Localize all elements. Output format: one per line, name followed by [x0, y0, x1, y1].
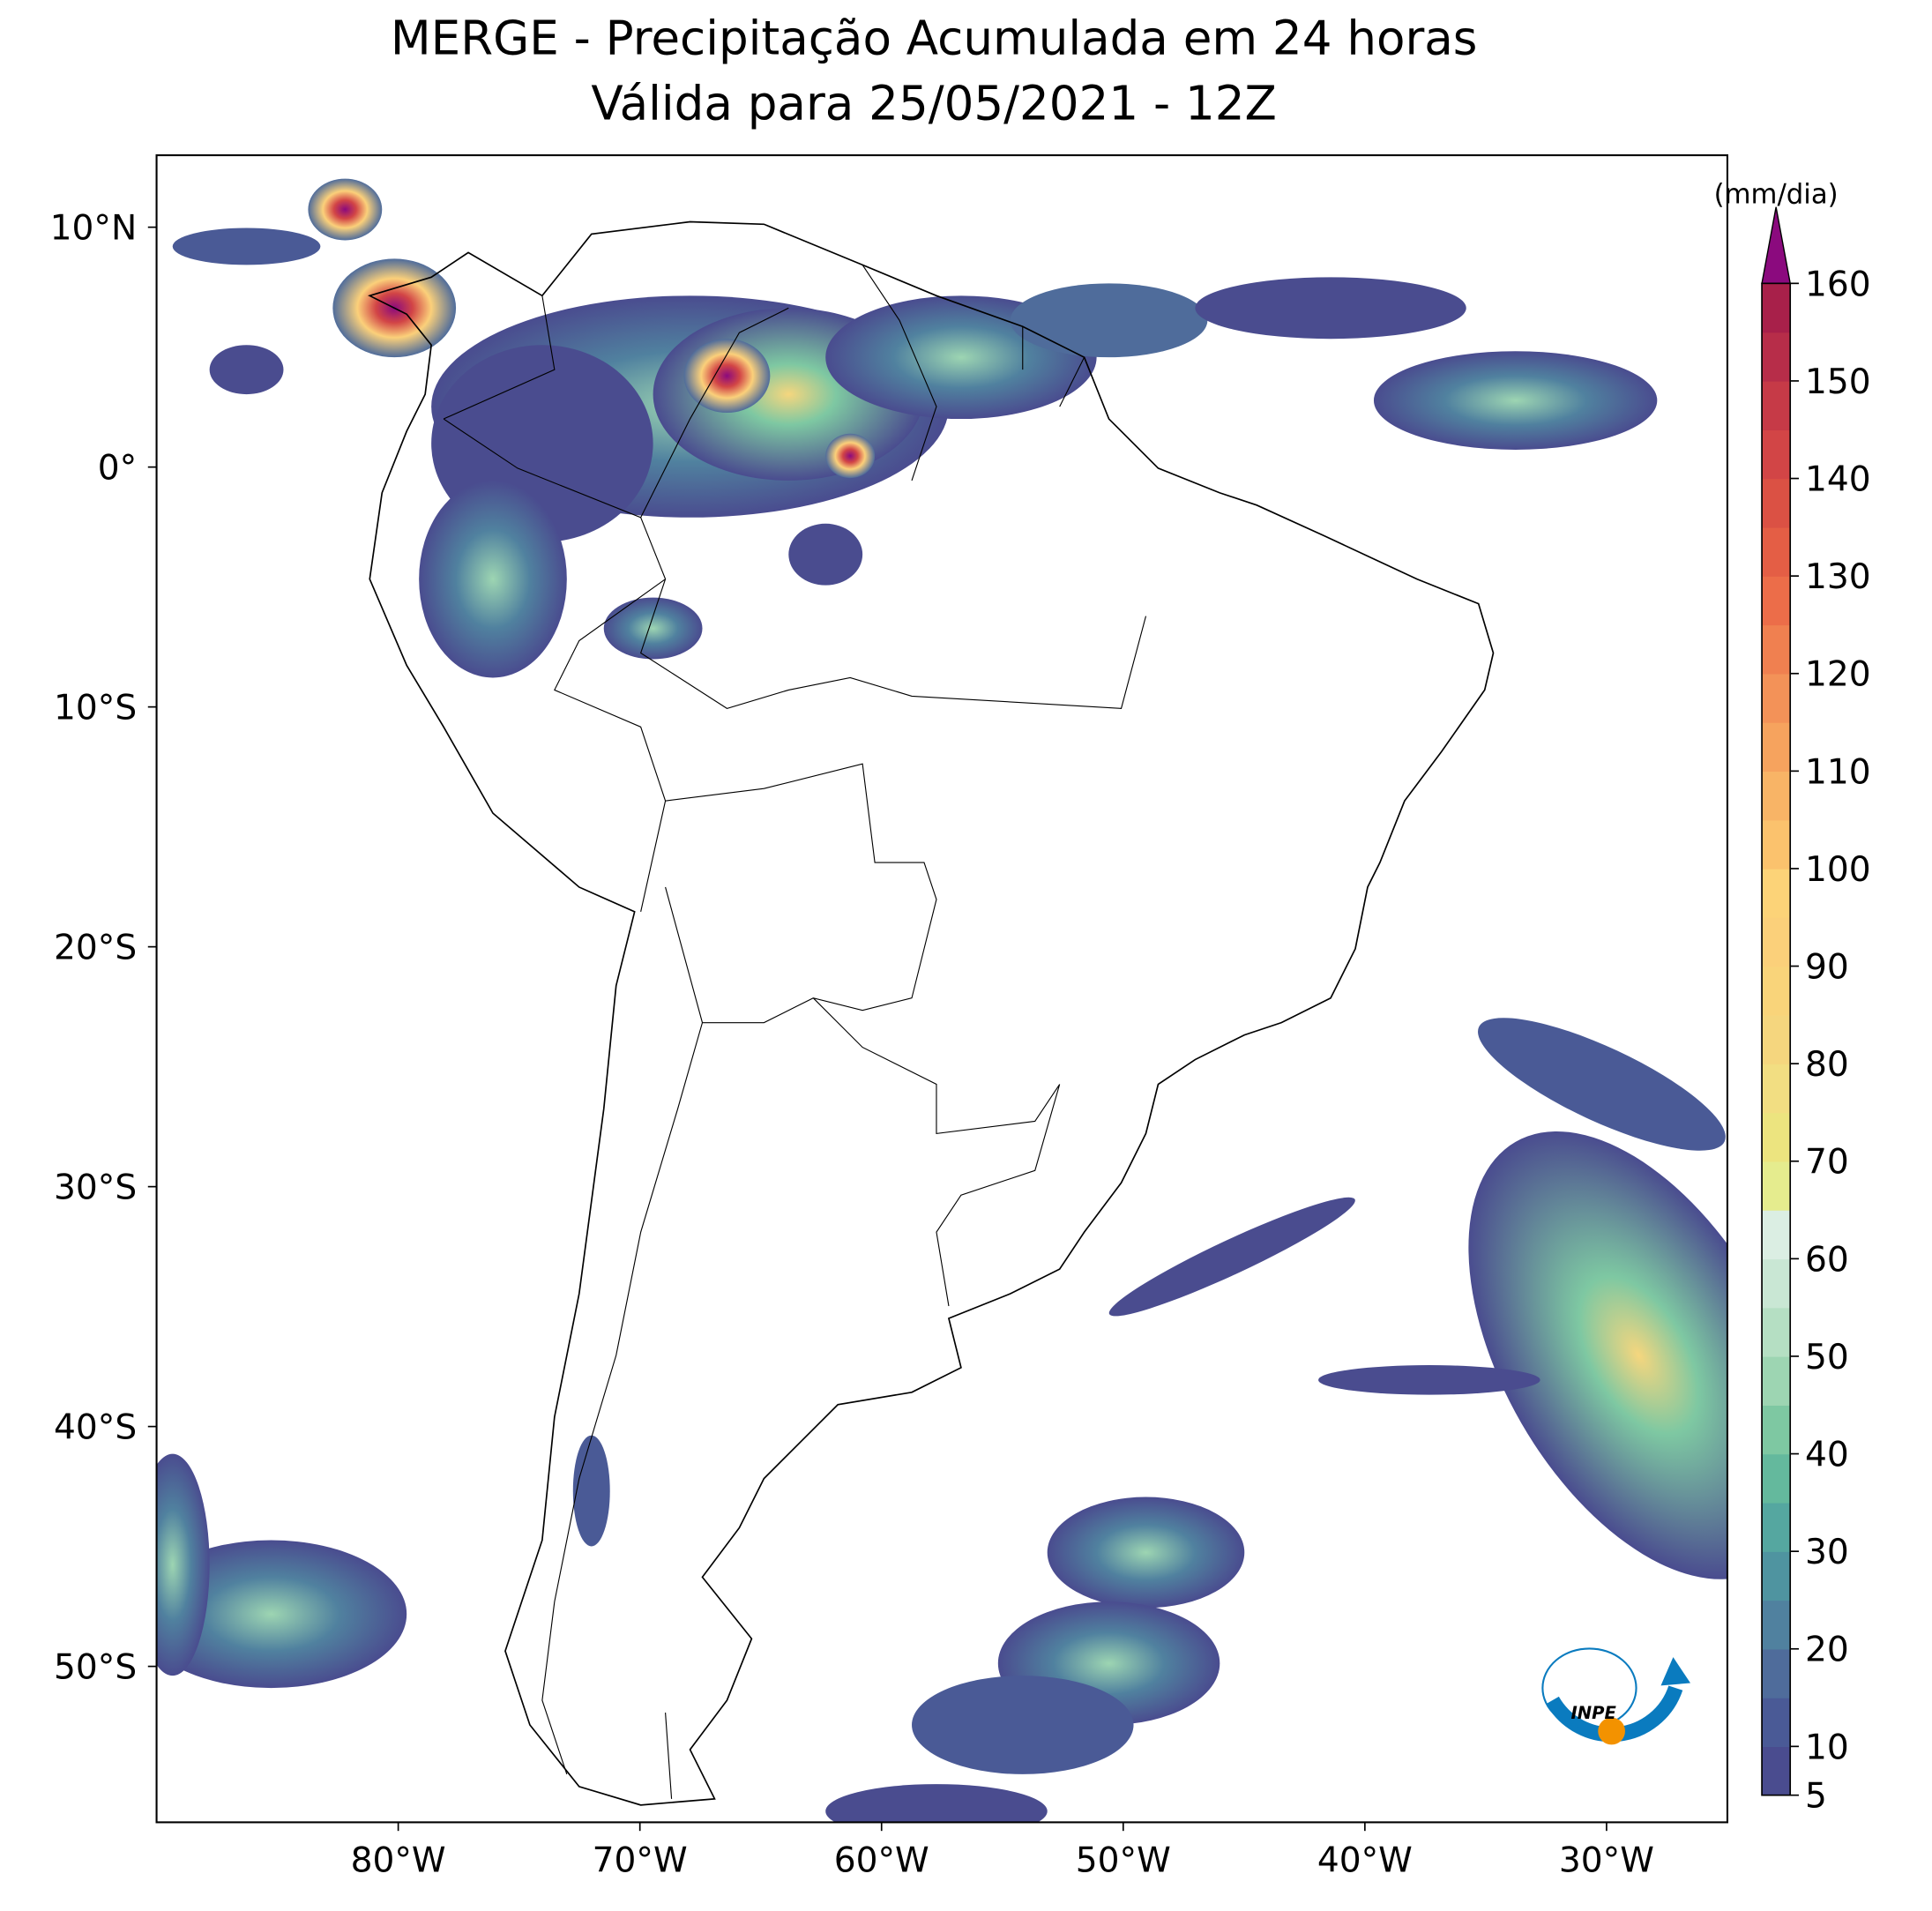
colorbar-band	[1762, 819, 1791, 870]
colorbar-band	[1762, 624, 1791, 675]
rain-area	[308, 178, 383, 241]
colorbar-band	[1762, 283, 1791, 333]
rain-area	[1108, 1197, 1355, 1317]
rain-area	[1047, 1497, 1245, 1609]
colorbar-band	[1762, 1258, 1791, 1309]
y-tick-label: 30°S	[54, 1168, 137, 1208]
rain-area	[209, 345, 284, 395]
colorbar-band	[1762, 966, 1791, 1016]
x-tick-label: 70°W	[593, 1840, 688, 1880]
colorbar-extend	[1761, 206, 1792, 285]
colorbar-band	[1762, 868, 1791, 918]
logo: INPE	[1541, 1647, 1691, 1745]
chart-title: MERGE - Precipitação Acumulada em 24 hor…	[391, 11, 1478, 65]
colorbar-tick-label: 150	[1805, 362, 1871, 402]
colorbar-band	[1762, 1405, 1791, 1455]
colorbar-tick-label: 80	[1805, 1045, 1849, 1085]
colorbar-frame	[1761, 282, 1792, 1796]
colorbar-tick-label: 130	[1805, 557, 1871, 597]
rain-area	[172, 228, 321, 265]
colorbar-tick-label: 60	[1805, 1240, 1849, 1280]
y-tick-label: 0°	[98, 449, 137, 489]
colorbar-band	[1762, 576, 1791, 626]
rain-area	[1318, 1365, 1540, 1395]
colorbar-band	[1762, 673, 1791, 723]
rain-area	[825, 1784, 1048, 1823]
x-tick-label: 40°W	[1317, 1840, 1413, 1880]
logo-text: INPE	[1571, 1703, 1617, 1723]
rain-area	[603, 597, 703, 660]
colorbar-band	[1762, 1112, 1791, 1162]
y-tick-label: 20°S	[54, 929, 137, 968]
chart-subtitle: Válida para 25/05/2021 - 12Z	[591, 77, 1276, 131]
coastline	[368, 220, 1495, 1806]
colorbar-band	[1762, 380, 1791, 430]
colorbar-tick-label: 5	[1805, 1777, 1827, 1817]
colorbar-band	[1762, 1210, 1791, 1260]
logo-arrow	[1660, 1657, 1691, 1686]
y-tick-label: 10°N	[50, 209, 138, 249]
colorbar-tick-label: 70	[1805, 1143, 1849, 1183]
rain-area	[683, 339, 771, 414]
logo-orbit	[1541, 1647, 1637, 1728]
colorbar-tick-label: 160	[1805, 265, 1871, 304]
colorbar-tick-label: 90	[1805, 948, 1849, 988]
colorbar-tick-label: 50	[1805, 1338, 1849, 1377]
rain-area	[825, 433, 876, 479]
colorbar-band	[1762, 1746, 1791, 1796]
colorbar-band	[1762, 722, 1791, 773]
y-tick-label: 40°S	[54, 1408, 137, 1448]
colorbar-band	[1762, 1551, 1791, 1601]
colorbar-band	[1762, 1648, 1791, 1698]
rain-area	[788, 523, 863, 586]
logo-sun	[1598, 1717, 1625, 1745]
colorbar-band	[1762, 1453, 1791, 1504]
map-frame	[155, 153, 1728, 1824]
colorbar-band	[1762, 429, 1791, 480]
x-tick-label: 60°W	[834, 1840, 929, 1880]
rain-area	[1373, 351, 1658, 450]
precipitation-field	[156, 178, 1727, 1823]
colorbar-band	[1762, 1161, 1791, 1211]
colorbar-band	[1762, 1014, 1791, 1064]
colorbar-tick-label: 140	[1805, 460, 1871, 500]
y-tick-label: 10°S	[54, 689, 137, 728]
colorbar-tick-label: 110	[1805, 752, 1871, 792]
rain-area	[1468, 1131, 1727, 1579]
colorbar-band	[1762, 771, 1791, 821]
colorbar-band	[1762, 1502, 1791, 1552]
rain-area	[572, 1435, 610, 1547]
colorbar-tick-label: 120	[1805, 655, 1871, 695]
rain-area	[1195, 277, 1466, 340]
rain-area	[1010, 283, 1208, 358]
colorbar-band	[1762, 917, 1791, 967]
x-tick-label: 50°W	[1076, 1840, 1171, 1880]
rain-area	[156, 1540, 407, 1689]
x-tick-label: 80°W	[351, 1840, 446, 1880]
colorbar-tick-label: 100	[1805, 850, 1871, 890]
colorbar-tick-label: 10	[1805, 1728, 1849, 1767]
rain-area	[1478, 1018, 1726, 1151]
y-tick-label: 50°S	[54, 1648, 137, 1688]
colorbar-band	[1762, 1307, 1791, 1357]
colorbar-band	[1762, 1355, 1791, 1406]
colorbar-band	[1762, 526, 1791, 577]
colorbar-band	[1762, 478, 1791, 528]
colorbar-band	[1762, 1064, 1791, 1114]
colorbar-tick-label: 40	[1805, 1436, 1849, 1475]
rain-area	[419, 480, 567, 678]
rain-area	[912, 1676, 1134, 1774]
x-tick-label: 30°W	[1559, 1840, 1654, 1880]
colorbar-band	[1762, 332, 1791, 382]
country-borders	[443, 265, 1147, 1799]
rain-area	[156, 1453, 210, 1676]
colorbar-band	[1762, 1698, 1791, 1748]
colorbar-tick-label: 30	[1805, 1533, 1849, 1572]
colorbar-band	[1762, 1600, 1791, 1650]
colorbar-label: (mm/dia)	[1714, 179, 1839, 211]
colorbar-tick-label: 20	[1805, 1631, 1849, 1670]
